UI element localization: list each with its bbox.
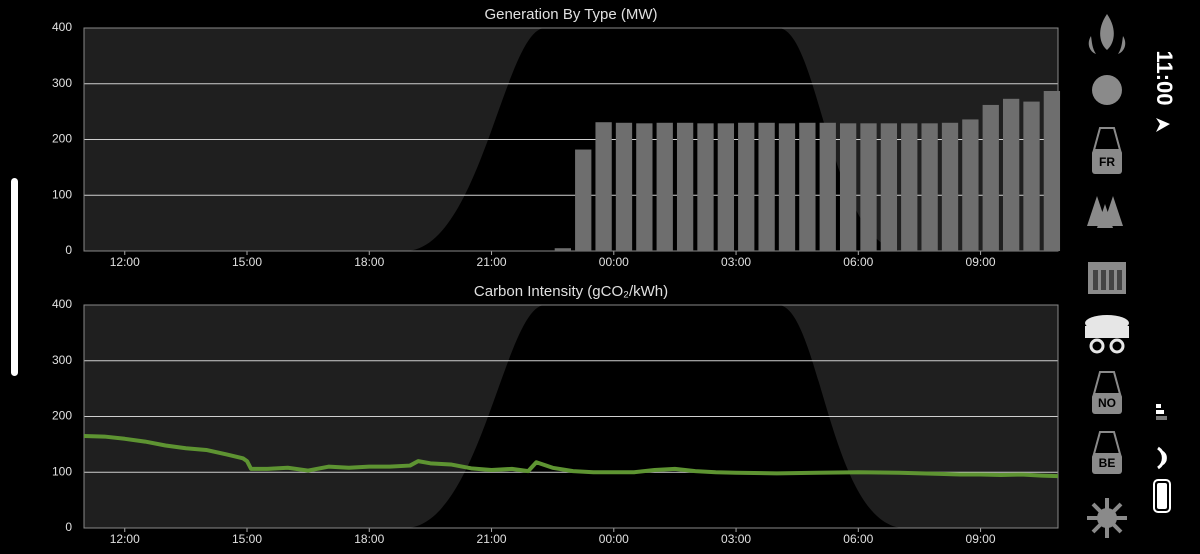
bar	[819, 122, 836, 252]
bar	[860, 123, 877, 251]
bar	[554, 248, 571, 251]
x-tick-label: 06:00	[843, 532, 873, 546]
x-tick-label: 12:00	[110, 255, 140, 269]
y-tick-label: 0	[65, 243, 72, 257]
x-tick-label: 06:00	[843, 255, 873, 269]
home-indicator	[11, 178, 18, 376]
bar	[1002, 98, 1020, 252]
y-tick-label: 300	[52, 353, 72, 367]
x-tick-label: 21:00	[477, 255, 507, 269]
bar	[839, 123, 857, 251]
x-tick-label: 03:00	[721, 532, 751, 546]
x-tick-label: 18:00	[354, 532, 384, 546]
battery-status	[1153, 479, 1171, 513]
wifi-icon	[1157, 446, 1167, 470]
bar	[676, 122, 694, 252]
x-tick-label: 12:00	[110, 532, 140, 546]
y-tick-label: 200	[52, 132, 72, 146]
y-tick-label: 100	[52, 187, 72, 201]
biomass-icon[interactable]	[1087, 196, 1123, 228]
fr-icon[interactable]: FR	[1092, 127, 1122, 174]
bar	[738, 122, 755, 252]
bar	[901, 123, 918, 251]
y-tick-label: 400	[52, 20, 72, 34]
plot-border	[83, 304, 1059, 529]
y-tick-label: 100	[52, 464, 72, 478]
x-tick-label: 18:00	[354, 255, 384, 269]
sidebar: FR NO BE	[1085, 14, 1129, 538]
bar	[982, 104, 999, 251]
bar	[656, 122, 673, 252]
signal-icon	[1156, 404, 1167, 420]
bar	[1043, 90, 1061, 251]
x-tick-label: 15:00	[232, 532, 262, 546]
bar	[697, 123, 714, 251]
bar	[758, 122, 775, 252]
bar	[575, 149, 592, 251]
bar	[595, 122, 612, 251]
battery-icon[interactable]	[1088, 262, 1126, 294]
x-tick-label: 15:00	[232, 255, 262, 269]
bar	[717, 123, 735, 251]
charts: Generation By Type (MW) 0 100 200 300 400 12:0…	[52, 6, 1061, 546]
x-tick-label: 00:00	[599, 255, 629, 269]
bar	[962, 119, 979, 252]
no-label: NO	[1098, 396, 1116, 410]
be-icon[interactable]: BE	[1092, 431, 1122, 474]
x-tick-label: 00:00	[599, 532, 629, 546]
x-tick-label: 09:00	[966, 255, 996, 269]
x-tick-label: 03:00	[721, 255, 751, 269]
chart-title: Carbon Intensity (gCO₂/kWh)	[474, 283, 668, 300]
y-tick-label: 200	[52, 409, 72, 423]
x-tick-label: 21:00	[477, 532, 507, 546]
hydro-icon[interactable]	[1087, 498, 1127, 538]
bar	[636, 123, 653, 251]
no-icon[interactable]: NO	[1092, 371, 1122, 414]
battery-level	[1157, 483, 1167, 509]
be-label: BE	[1099, 456, 1116, 470]
fr-label: FR	[1099, 155, 1115, 169]
y-tick-label: 400	[52, 297, 72, 311]
status-time: 11:00	[1152, 50, 1177, 105]
coal-icon[interactable]	[1085, 315, 1129, 354]
bar	[1023, 101, 1040, 251]
bar	[880, 123, 898, 251]
intensity-line	[83, 434, 1059, 479]
bar	[615, 122, 633, 252]
bar	[921, 123, 938, 251]
bar	[778, 123, 796, 251]
y-tick-label: 0	[65, 520, 72, 534]
solar-icon[interactable]	[1092, 75, 1122, 105]
x-tick-label: 09:00	[966, 532, 996, 546]
y-tick-label: 300	[52, 76, 72, 90]
chart-title: Generation By Type (MW)	[484, 6, 657, 23]
bar	[799, 122, 816, 252]
bar	[941, 122, 959, 252]
gas-icon	[1088, 14, 1126, 54]
location-icon	[1156, 118, 1170, 132]
